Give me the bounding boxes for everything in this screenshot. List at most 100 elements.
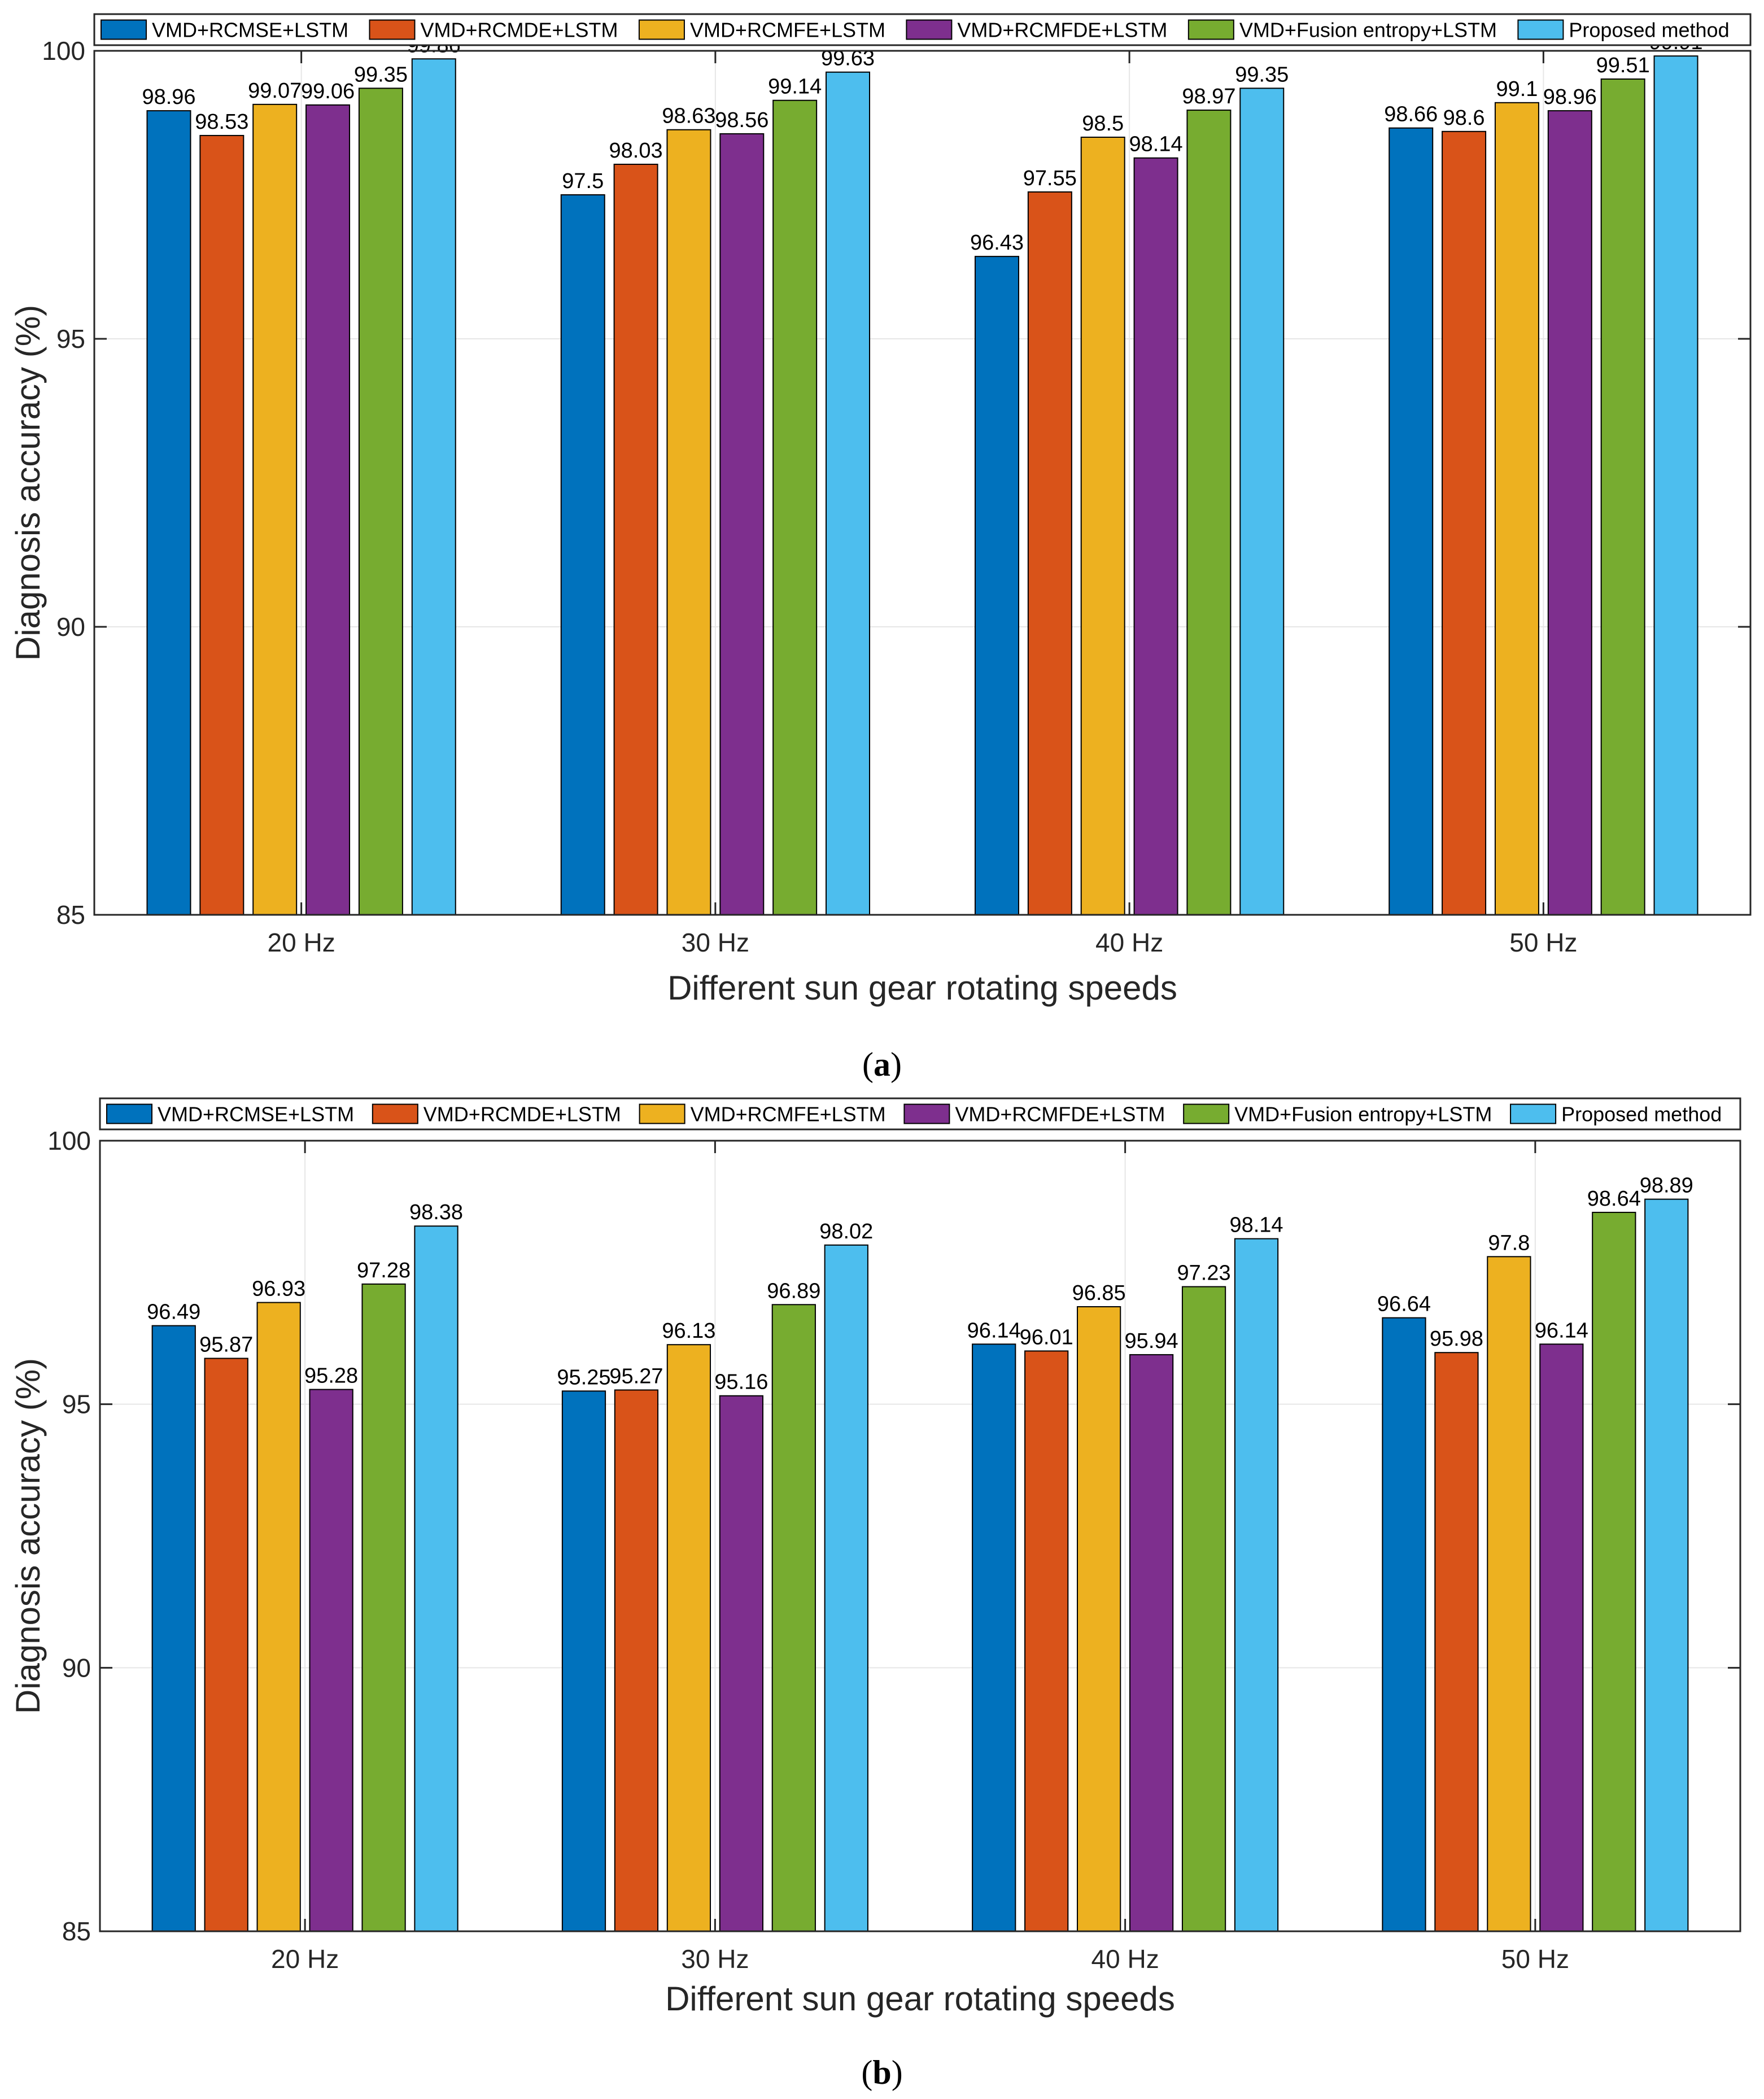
- legend-swatch: [903, 1103, 950, 1124]
- data-label: 95.87: [199, 1333, 253, 1356]
- bar: [1539, 1343, 1584, 1932]
- data-label: 98.56: [715, 108, 769, 132]
- bar: [1077, 1306, 1121, 1932]
- legend-swatch: [106, 1103, 152, 1124]
- bar: [1181, 1286, 1226, 1932]
- legend: VMD+RCMSE+LSTM VMD+RCMDE+LSTM VMD+RCMFE+LS…: [93, 13, 1752, 46]
- data-label: 95.94: [1125, 1329, 1178, 1353]
- bar: [666, 129, 711, 916]
- data-label: 98.03: [609, 139, 663, 163]
- legend-swatch: [639, 1103, 685, 1124]
- data-label: 98.66: [1384, 103, 1438, 126]
- bar: [1129, 1354, 1174, 1932]
- legend-swatch: [638, 19, 685, 40]
- data-label: 95.27: [609, 1364, 663, 1388]
- subfigure-label-b: (b): [861, 2054, 902, 2091]
- x-tick-label: 20 Hz: [271, 1944, 339, 1974]
- x-tick-label: 30 Hz: [681, 1944, 749, 1974]
- data-label: 98.02: [819, 1220, 873, 1243]
- data-label: 98.96: [142, 85, 195, 109]
- legend-label: VMD+RCMSE+LSTM: [152, 19, 348, 42]
- legend-label: VMD+Fusion entropy+LSTM: [1234, 1103, 1492, 1126]
- y-tick-label: 90: [62, 1653, 91, 1682]
- bar: [974, 256, 1019, 915]
- data-label: 98.97: [1182, 85, 1235, 108]
- data-label: 98.38: [409, 1201, 463, 1224]
- x-axis-title: Different sun gear rotating speeds: [665, 1980, 1175, 2018]
- bar: [771, 1304, 816, 1932]
- legend-swatch: [372, 1103, 418, 1124]
- bar: [256, 1302, 301, 1932]
- data-label: 98.5: [1082, 112, 1124, 136]
- bar: [151, 1325, 196, 1932]
- bar: [1080, 137, 1125, 915]
- data-label: 98.6: [1443, 106, 1485, 130]
- bar: [824, 1244, 868, 1932]
- data-label: 96.01: [1020, 1325, 1073, 1349]
- data-label: 99.1: [1496, 77, 1538, 101]
- data-label: 95.25: [557, 1365, 610, 1389]
- data-label: 99.06: [301, 80, 355, 103]
- legend-label: VMD+RCMFE+LSTM: [690, 19, 885, 42]
- bar: [1600, 78, 1645, 916]
- bar: [1547, 110, 1592, 916]
- bar: [560, 194, 605, 915]
- bar: [1434, 1352, 1479, 1932]
- legend: VMD+RCMSE+LSTM VMD+RCMDE+LSTM VMD+RCMFE+LS…: [99, 1097, 1741, 1131]
- y-tick-label: 95: [62, 1390, 91, 1419]
- bar: [361, 1283, 406, 1932]
- legend-swatch: [1183, 1103, 1230, 1124]
- x-tick-label: 20 Hz: [268, 928, 335, 957]
- data-label: 99.07: [248, 79, 302, 103]
- legend-swatch: [906, 19, 953, 40]
- data-label: 95.28: [304, 1364, 358, 1388]
- data-label: 98.14: [1129, 133, 1183, 156]
- bar: [1389, 127, 1434, 915]
- legend-label: VMD+Fusion entropy+LSTM: [1239, 19, 1497, 42]
- bar: [826, 71, 871, 916]
- bar: [411, 58, 456, 915]
- y-axis-title: Diagnosis accuracy (%): [9, 305, 47, 661]
- data-label: 98.96: [1543, 85, 1597, 109]
- data-label: 99.14: [768, 75, 822, 99]
- x-tick-label: 40 Hz: [1095, 928, 1163, 957]
- data-label: 97.8: [1488, 1231, 1530, 1255]
- bar: [1653, 55, 1698, 915]
- data-label: 96.64: [1377, 1293, 1431, 1316]
- data-label: 97.28: [357, 1259, 411, 1282]
- bar: [772, 99, 818, 916]
- data-label: 96.49: [147, 1301, 200, 1324]
- bar: [1442, 130, 1487, 915]
- bar: [358, 88, 403, 915]
- data-label: 98.14: [1229, 1214, 1283, 1237]
- y-tick-label: 85: [56, 900, 85, 930]
- data-label: 96.13: [662, 1319, 715, 1343]
- legend-swatch: [1517, 19, 1564, 40]
- bar: [1024, 1350, 1069, 1932]
- bar: [561, 1390, 606, 1932]
- legend-swatch: [101, 19, 147, 40]
- data-label: 96.14: [967, 1319, 1021, 1342]
- legend-label: VMD+RCMFDE+LSTM: [957, 19, 1167, 42]
- y-tick-label: 85: [62, 1917, 91, 1946]
- data-label: 96.14: [1535, 1319, 1588, 1342]
- legend-label: Proposed method: [1569, 19, 1729, 42]
- data-label: 96.85: [1072, 1281, 1126, 1305]
- x-axis-title: Different sun gear rotating speeds: [667, 969, 1177, 1007]
- data-label: 99.51: [1596, 54, 1650, 77]
- data-label: 95.98: [1430, 1327, 1483, 1351]
- axes-box: [93, 50, 1752, 916]
- chart-b: 96.49 95.25 96.14 96.64 95.87 95.27 96.01 95.98…: [9, 1097, 1741, 2018]
- x-tick-label: 40 Hz: [1091, 1944, 1159, 1974]
- data-label: 97.55: [1023, 167, 1077, 190]
- bar: [1234, 1238, 1279, 1932]
- bar: [614, 1389, 659, 1932]
- bar: [719, 1395, 763, 1932]
- legend-swatch: [369, 19, 416, 40]
- bar: [1133, 157, 1178, 916]
- bar: [1644, 1198, 1689, 1932]
- y-tick-label: 90: [56, 612, 85, 642]
- bar: [309, 1389, 353, 1932]
- bar: [252, 103, 298, 916]
